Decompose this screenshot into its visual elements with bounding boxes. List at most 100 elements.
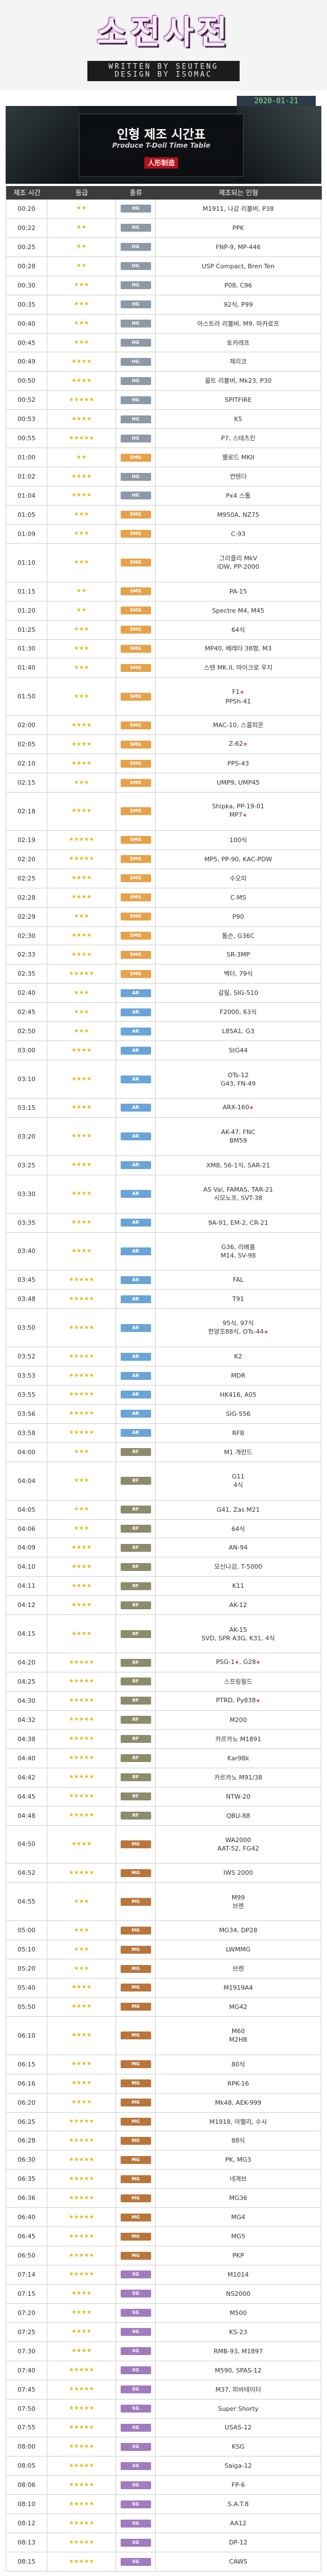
type-cell: AR [116, 1041, 156, 1061]
table-row: 04:38 ★★★★★ RF 카르카노 M1891 [6, 1729, 321, 1749]
star-rating-icon: ★★ [76, 224, 87, 231]
weapon-type-icon: SMG [120, 607, 151, 615]
weapon-type-icon: RF [120, 1658, 151, 1667]
table-row: 05:50 ★★★★ MG MG42 [6, 1997, 321, 2017]
table-row: 05:20 ★★★ MG 브렌 [6, 1959, 321, 1979]
time-cell: 06:28 [6, 2131, 47, 2151]
doll-name-cell: LWMMG [156, 1940, 321, 1960]
type-cell: SMG [116, 582, 156, 601]
time-cell: 02:40 [6, 984, 47, 1003]
time-cell: 06:36 [6, 2189, 47, 2208]
star-rating-icon: ★★★★ [71, 741, 92, 747]
weapon-type-icon: RF [120, 1525, 151, 1533]
doll-name: 아스트라 리볼버, M9, 마카로프 [197, 320, 280, 327]
time-cell: 02:10 [6, 754, 47, 774]
table-row: 04:10 ★★★★ RF 모신나강, T-5000 [6, 1557, 321, 1577]
doll-name-cell: 100식 [156, 830, 321, 850]
doll-name-cell: USP Compact, Bren Ten [156, 256, 321, 276]
doll-name-cell: FNP-9, MP-446 [156, 237, 321, 257]
table-row: 03:45 ★★★★★ AR FAL [6, 1271, 321, 1290]
doll-name-cell: RPK-16 [156, 2074, 321, 2093]
doll-name: K2 [234, 1353, 242, 1361]
doll-name: OTs-12 [227, 1071, 249, 1079]
doll-name: PA-15 [229, 587, 248, 595]
grade-cell: ★★★★ [47, 2055, 116, 2074]
weapon-type-icon: SMG [120, 740, 151, 749]
star-rating-icon: ★★★ [74, 693, 89, 700]
star-rating-icon: ★★★★ [71, 492, 92, 499]
grade-cell: ★★★★ [47, 735, 116, 755]
time-cell: 02:30 [6, 926, 47, 946]
time-cell: 05:00 [6, 1921, 47, 1941]
weapon-type-icon: SMG [120, 759, 151, 768]
doll-name-cell: AK-15 SVD, SPR A3G, K31, 4식 [156, 1615, 321, 1654]
type-cell: AR [116, 1232, 156, 1271]
weapon-type-icon: HG [120, 415, 151, 423]
type-cell: SMG [116, 735, 156, 755]
weapon-type-icon: HG [120, 434, 151, 442]
table-row: 02:10 ★★★★ SMG PPS-43 [6, 754, 321, 774]
time-cell: 01:20 [6, 601, 47, 621]
grade-cell: ★★★★ [47, 2342, 116, 2361]
grade-cell: ★★★★★ [47, 2495, 116, 2515]
table-row: 00:30 ★★★ HG P08, C96 [6, 276, 321, 295]
doll-name-cell: M950A, NZ75 [156, 505, 321, 525]
pickup-mark-icon: ★ [243, 742, 248, 748]
star-rating-icon: ★★★★★ [69, 2405, 94, 2412]
weapon-type-icon: SG [120, 2423, 151, 2432]
type-cell: RF [116, 1729, 156, 1749]
grade-cell: ★★★★★ [47, 2189, 116, 2208]
star-rating-icon: ★★★ [74, 1946, 89, 1953]
doll-name: LWMMG [226, 1946, 251, 1954]
doll-name: BM59 [229, 1137, 248, 1145]
type-cell: MG [116, 1959, 156, 1979]
pickup-mark-icon: ★ [242, 813, 248, 819]
grade-cell: ★★★★ [47, 888, 116, 908]
grade-cell: ★★★★ [47, 2284, 116, 2304]
type-cell: MG [116, 2227, 156, 2247]
weapon-type-icon: SG [120, 2328, 151, 2336]
table-row: 07:45 ★★★★★ SG M37, 피바테이터 [6, 2380, 321, 2400]
doll-name-cell: M1911, 나강 리볼버, P38 [156, 200, 321, 219]
table-row: 08:05 ★★★★★ SG Saiga-12 [6, 2457, 321, 2476]
type-cell: RF [116, 1462, 156, 1501]
star-rating-icon: ★★★★★ [69, 856, 94, 862]
doll-name-cell: Mk48, AEK-999 [156, 2093, 321, 2113]
weapon-type-icon: SMG [120, 587, 151, 596]
table-row: 03:58 ★★★★★ AR RFB [6, 1423, 321, 1443]
doll-name: PPS-43 [227, 760, 249, 768]
doll-name: AK-15 [229, 1626, 248, 1634]
doll-name: MP40, 베레타 38형, M3 [205, 645, 272, 653]
type-cell: RF [116, 1442, 156, 1462]
time-cell: 04:45 [6, 1787, 47, 1807]
weapon-type-icon: HG [120, 320, 151, 328]
star-rating-icon: ★★★ [74, 282, 89, 289]
weapon-type-icon: AR [120, 1352, 151, 1361]
star-rating-icon: ★★★★ [71, 1563, 92, 1570]
weapon-type-icon: MG [120, 2003, 151, 2011]
grade-cell: ★★★★★ [47, 1749, 116, 1768]
weapon-type-icon: HG [120, 262, 151, 271]
doll-name: F1★ [232, 688, 245, 696]
grade-cell: ★★★★ [47, 1557, 116, 1577]
time-cell: 08:13 [6, 2533, 47, 2553]
star-rating-icon: ★★★ [74, 1008, 89, 1015]
weapon-type-icon: RF [120, 1697, 151, 1705]
time-cell: 06:30 [6, 2150, 47, 2170]
table-row: 06:36 ★★★★★ MG MG36 [6, 2189, 321, 2208]
doll-name: CAWS [229, 2558, 248, 2566]
type-cell: SMG [116, 793, 156, 831]
table-row: 08:10 ★★★★★ SG S.A.T.8 [6, 2495, 321, 2515]
time-cell: 03:00 [6, 1041, 47, 1061]
star-rating-icon: ★★★★★ [69, 2462, 94, 2469]
site-logo: 소전사전 [96, 13, 231, 51]
time-cell: 04:09 [6, 1538, 47, 1558]
doll-name: M99 [231, 1893, 245, 1901]
table-row: 02:20 ★★★★★ SMG MP5, PP-90, KAC-PDW [6, 849, 321, 869]
doll-name: MP7★ [229, 811, 248, 819]
star-rating-icon: ★★★★★ [69, 435, 94, 441]
type-cell: SMG [116, 773, 156, 793]
col-header-grade: 등급 [47, 186, 117, 200]
doll-name-cell: XM8, 56-1식, SAR-21 [156, 1156, 321, 1175]
table-row: 06:35 ★★★★★ MG 네게브 [6, 2170, 321, 2189]
